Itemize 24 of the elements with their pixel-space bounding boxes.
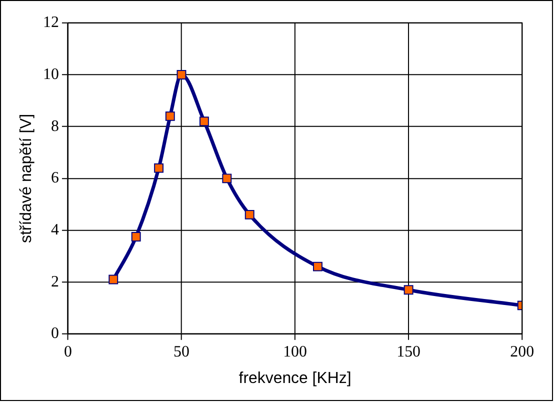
y-tick-label: 4: [51, 221, 60, 238]
point: [244, 210, 254, 220]
y-tick-label: 6: [51, 170, 60, 187]
x-tick-label: 0: [64, 344, 72, 361]
y-tick-label: 10: [43, 66, 60, 83]
y-axis-title: střídavé napětí [V]: [18, 114, 35, 243]
point: [404, 285, 414, 295]
y-tick-label: 8: [51, 118, 60, 135]
point: [222, 174, 232, 184]
x-tick-label: 150: [396, 344, 421, 361]
x-axis-title: frekvence [KHz]: [238, 370, 352, 387]
y-tick-label: 0: [51, 325, 60, 342]
point: [131, 232, 141, 242]
x-tick-label: 200: [510, 344, 534, 361]
y-tick-label: 12: [43, 14, 60, 32]
x-tick-label: 100: [283, 344, 308, 361]
point: [313, 262, 322, 272]
point: [176, 70, 186, 80]
point: [165, 111, 175, 121]
point: [108, 274, 118, 284]
y-tick-label: 2: [51, 273, 60, 290]
x-tick-label: 50: [174, 344, 190, 361]
point: [199, 116, 209, 126]
point: [154, 163, 164, 173]
